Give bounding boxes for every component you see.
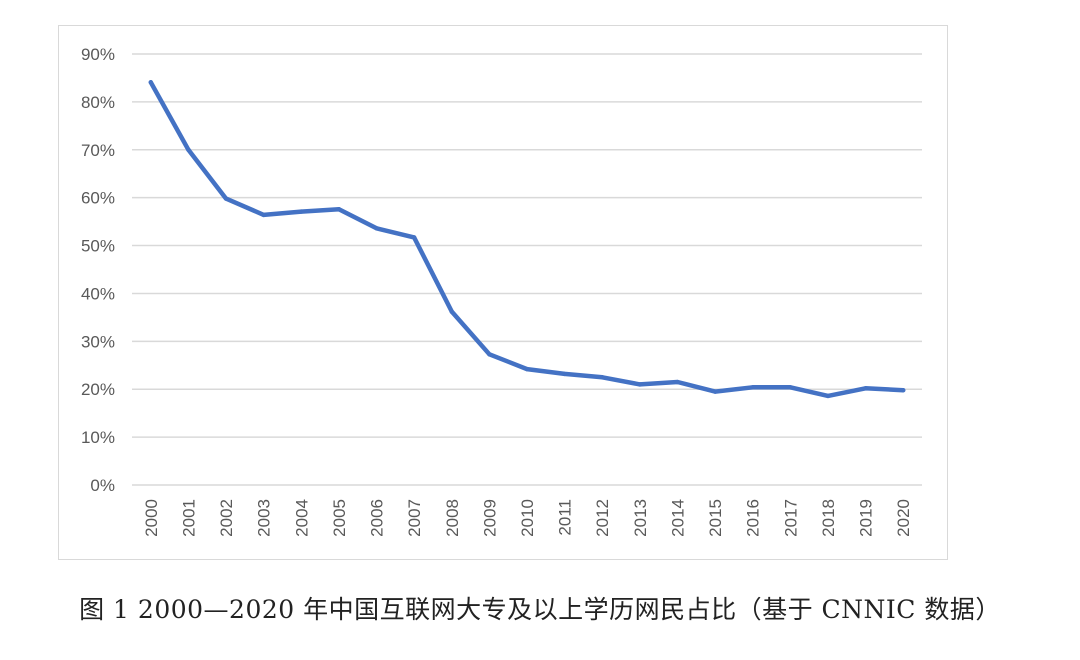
data-point [675,379,680,385]
data-point [825,393,831,399]
x-tick-label: 2018 [819,499,838,537]
data-point [148,80,154,85]
chart-frame [58,25,948,560]
x-tick-label: 2001 [179,499,198,537]
y-tick-label: 40% [81,284,115,303]
x-tick-label: 2002 [217,499,236,537]
x-tick-label: 2013 [631,499,650,537]
y-tick-label: 60% [81,189,115,208]
data-point [487,352,492,357]
y-tick-label: 80% [81,93,115,112]
x-tick-label: 2020 [894,499,913,537]
x-tick-label: 2017 [781,499,800,537]
x-axis-ticks: 2000 2001 2002 2003 2004 2005 2006 2007 2008 2009… [142,499,913,537]
y-tick-label: 0% [90,476,115,495]
y-tick-label: 50% [81,237,115,256]
y-tick-label: 90% [81,45,115,64]
data-point [750,385,755,390]
x-tick-label: 2007 [405,499,424,537]
data-point [336,206,342,212]
data-point [637,382,643,387]
x-tick-label: 2012 [593,499,612,537]
data-point [712,389,718,394]
series-layer [148,80,906,399]
data-point [223,196,229,201]
x-tick-label: 2009 [480,499,499,537]
data-point [449,309,454,314]
data-point [374,226,379,231]
data-point [900,387,906,393]
x-tick-label: 2015 [706,499,725,537]
y-tick-label: 70% [81,141,115,160]
data-point [863,386,868,391]
x-tick-label: 2019 [857,499,876,537]
x-tick-label: 2003 [255,499,274,537]
series-line [148,80,906,399]
x-tick-label: 2010 [518,499,537,537]
data-point [562,371,567,377]
x-tick-label: 2005 [330,499,349,537]
line-chart: 0%10%20%30%40%50%60%70%80%90% 2000 2001 20… [81,45,922,537]
data-point [411,235,417,240]
x-tick-label: 2014 [668,499,687,537]
x-tick-label: 2011 [556,499,575,536]
data-point [524,366,530,372]
data-point [186,147,191,152]
data-point [788,385,793,390]
y-tick-label: 20% [81,380,115,399]
grid-lines [132,53,922,486]
x-tick-label: 2004 [292,499,311,537]
figure-caption: 图 1 2000—2020 年中国互联网大专及以上学历网民占比（基于 CNNIC… [79,595,1001,624]
x-tick-label: 2008 [443,499,462,537]
data-point [299,209,304,214]
y-axis-ticks: 0% 10% 20% 30% 40% 50% 60% 70% 80% 90% [81,45,115,495]
data-point [261,212,266,218]
x-tick-label: 2000 [142,499,161,537]
y-tick-label: 10% [81,428,115,447]
x-tick-label: 2016 [744,499,763,537]
y-tick-label: 30% [81,332,115,351]
x-tick-label: 2006 [368,499,387,537]
data-point [600,375,605,380]
